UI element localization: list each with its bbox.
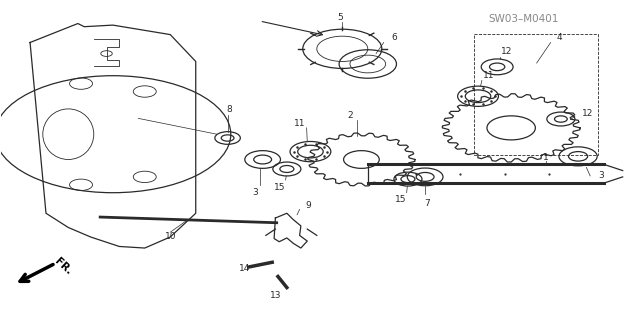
Text: 2: 2 [348, 111, 353, 120]
Text: 7: 7 [424, 199, 430, 208]
Text: 11: 11 [483, 71, 495, 80]
Text: 12: 12 [501, 47, 513, 56]
Text: 6: 6 [391, 33, 397, 42]
Text: FR.: FR. [52, 256, 74, 277]
Text: 13: 13 [269, 291, 281, 300]
Text: SW03–M0401: SW03–M0401 [489, 14, 559, 24]
Text: 14: 14 [239, 264, 250, 273]
Text: 5: 5 [337, 13, 343, 22]
Text: 3: 3 [599, 171, 605, 181]
Text: 8: 8 [227, 105, 232, 114]
Text: 15: 15 [394, 196, 406, 204]
Text: 3: 3 [252, 188, 258, 197]
Text: 1: 1 [543, 153, 549, 162]
Text: 12: 12 [582, 108, 593, 117]
Text: 4: 4 [556, 33, 562, 42]
Text: 15: 15 [273, 183, 285, 192]
Text: 9: 9 [306, 201, 312, 210]
Text: 10: 10 [164, 233, 176, 241]
Text: 11: 11 [294, 119, 305, 128]
